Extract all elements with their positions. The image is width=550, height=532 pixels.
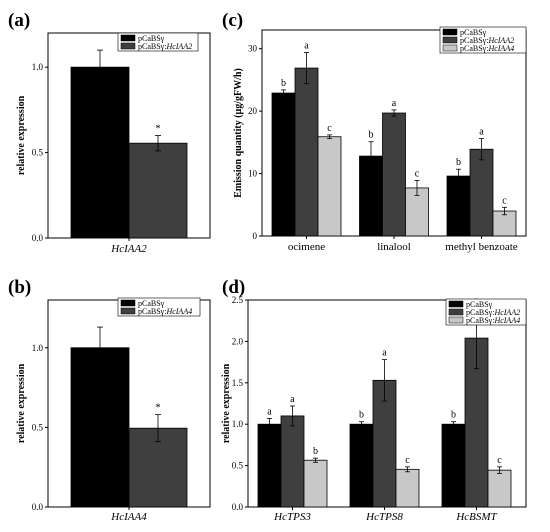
legend-swatch (120, 299, 136, 307)
y-tick-label: 1.0 (32, 343, 44, 353)
y-tick-label: 0.5 (32, 422, 44, 432)
x-category-label: HcIAA4 (110, 511, 147, 523)
bar (395, 468, 420, 508)
legend-swatch (442, 44, 458, 52)
legend-entry: pCaBSγ (466, 300, 493, 309)
bar (469, 148, 494, 237)
x-category-label: ocimene (288, 241, 325, 253)
y-tick-label: 1.0 (32, 62, 44, 72)
significance-label: a (479, 127, 484, 138)
significance-label: a (392, 98, 397, 109)
significance-label: b (281, 78, 286, 89)
significance-label: b (369, 130, 374, 141)
significance-label: c (415, 168, 420, 179)
bar (280, 415, 305, 508)
legend-box (117, 32, 199, 52)
chart-panel-0: (a) 0.0 0.5 1.0 relative expression * HcIAA2 pC… (8, 10, 211, 255)
bar (303, 459, 328, 508)
y-tick-label: 0.0 (232, 502, 244, 512)
y-tick-label: 0.0 (32, 502, 44, 512)
significance-label: b (451, 410, 456, 421)
significance-label: c (497, 455, 502, 466)
legend-swatch (442, 36, 458, 44)
legend-swatch (448, 300, 464, 308)
panel-label: (c) (222, 10, 243, 31)
significance-label: * (156, 124, 161, 135)
significance-label: a (304, 40, 309, 51)
y-tick-label: 2.0 (232, 336, 244, 346)
x-category-label: linalool (377, 241, 411, 253)
y-tick-label: 0.5 (32, 148, 44, 158)
legend-swatch (120, 42, 136, 50)
legend-swatch (120, 307, 136, 315)
x-category-label: HcTPS8 (365, 511, 403, 523)
y-tick-label: 20 (248, 106, 258, 116)
bar (271, 92, 296, 237)
bar (257, 423, 282, 508)
legend-entry: pCaBSγ (138, 34, 165, 43)
legend-entry: pCaBSγ:HcIAA2 (138, 42, 192, 51)
significance-label: a (267, 406, 272, 417)
legend-entry: pCaBSγ (460, 28, 487, 37)
significance-label: a (290, 394, 295, 405)
legend-swatch (448, 316, 464, 324)
x-category-label: HcIAA2 (110, 243, 147, 255)
bar (317, 136, 342, 237)
bar (441, 423, 466, 508)
y-tick-label: 0.0 (32, 233, 44, 243)
significance-label: b (456, 157, 461, 168)
y-axis-label: relative expression (221, 363, 232, 443)
significance-label: a (382, 348, 387, 359)
legend-entry: pCaBSγ:HcIAA2 (466, 308, 520, 317)
legend-swatch (442, 28, 458, 36)
legend-entry: pCaBSγ:HcIAA4 (138, 307, 192, 316)
y-tick-label: 1.0 (232, 419, 244, 429)
legend-box (117, 297, 201, 317)
y-tick-label: 1.5 (232, 378, 244, 388)
bar (487, 469, 512, 508)
legend-swatch (448, 308, 464, 316)
y-axis-label: relative expression (16, 95, 27, 175)
panel-label: (d) (222, 277, 245, 298)
legend-entry: pCaBSγ (138, 299, 165, 308)
bar (128, 142, 188, 239)
bar (382, 112, 406, 237)
y-tick-label: 0 (253, 231, 258, 241)
legend-entry: pCaBSγ:HcIAA4 (460, 44, 514, 53)
significance-label: c (405, 455, 410, 466)
legend-swatch (120, 34, 136, 42)
bar (349, 423, 374, 508)
y-tick-label: 2.5 (232, 295, 244, 305)
panel-label: (a) (8, 10, 30, 31)
bar (70, 66, 130, 239)
y-tick-label: 30 (248, 44, 258, 54)
chart-panel-1: (c) 0 10 20 30 Emission quantity (μg/gFW/h) b a… (222, 10, 527, 253)
legend-entry: pCaBSγ:HcIAA4 (466, 316, 520, 325)
y-tick-label: 0.5 (232, 461, 244, 471)
y-axis-label: Emission quantity (μg/gFW/h) (233, 68, 244, 198)
y-tick-label: 10 (248, 169, 258, 179)
bar (294, 67, 319, 237)
significance-label: c (327, 123, 332, 134)
significance-label: b (359, 410, 364, 421)
x-category-label: HcTPS3 (273, 511, 311, 523)
significance-label: c (502, 195, 507, 206)
x-category-label: HcBSMT (455, 511, 497, 523)
bar (70, 347, 130, 508)
y-axis-label: relative expression (16, 363, 27, 443)
bar (446, 175, 471, 237)
panel-label: (b) (8, 277, 31, 298)
legend-entry: pCaBSγ:HcIAA2 (460, 36, 514, 45)
chart-panel-3: (d) 0.0 0.5 1.0 1.5 2.0 2.5 relative expression… (221, 277, 527, 523)
significance-label: b (313, 446, 318, 457)
significance-label: * (156, 403, 161, 414)
x-category-label: methyl benzoate (445, 241, 518, 253)
chart-panel-2: (b) 0.0 0.5 1.0 relative expression * HcIAA4 pC… (8, 277, 211, 523)
